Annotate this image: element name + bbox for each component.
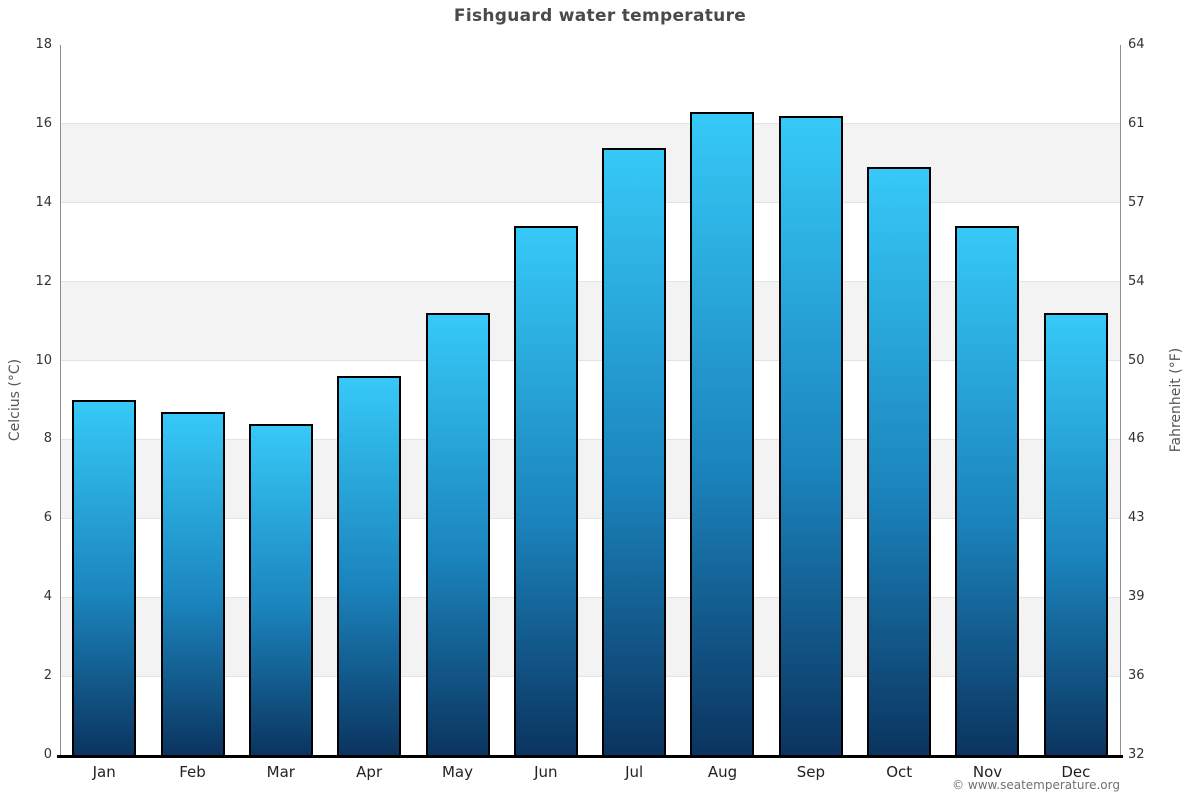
bar-nov xyxy=(955,226,1019,755)
plot-band-2-4 xyxy=(60,597,1120,677)
y-tick-right-57: 57 xyxy=(1128,194,1145,210)
y-tick-right-46: 46 xyxy=(1128,431,1145,447)
plot-band-16-18 xyxy=(60,45,1120,124)
y-tick-right-43: 43 xyxy=(1128,510,1145,526)
left-axis-line xyxy=(60,45,61,755)
y-tick-right-61: 61 xyxy=(1128,115,1145,131)
x-axis-baseline xyxy=(57,755,1123,758)
bar-oct xyxy=(867,167,931,755)
gridline-6c xyxy=(60,517,1120,519)
bar-jul xyxy=(602,148,666,755)
y-tick-left-18: 18 xyxy=(35,37,52,52)
y-tick-left-16: 16 xyxy=(35,115,52,131)
x-tick-aug: Aug xyxy=(707,763,738,781)
y-tick-right-64: 64 xyxy=(1128,37,1145,52)
y-tick-right-36: 36 xyxy=(1128,668,1145,684)
y-tick-left-12: 12 xyxy=(35,273,52,289)
bar-mar xyxy=(249,424,313,755)
gridline-16c xyxy=(60,123,1120,125)
bar-aug xyxy=(690,112,754,755)
x-tick-sep: Sep xyxy=(796,763,825,781)
plot-band-12-14 xyxy=(60,202,1120,282)
x-tick-jul: Jul xyxy=(625,763,644,781)
gridline-8c xyxy=(60,438,1120,440)
plot-band-14-16 xyxy=(60,123,1120,203)
x-tick-dec: Dec xyxy=(1061,763,1091,781)
y-tick-right-50: 50 xyxy=(1128,352,1145,368)
y-tick-left-6: 6 xyxy=(43,510,52,526)
copyright-credit: © www.seatemperature.org xyxy=(952,778,1120,792)
bar-may xyxy=(426,313,490,755)
chart-title: Fishguard water temperature xyxy=(453,6,747,26)
gridline-4c xyxy=(60,596,1120,598)
x-tick-oct: Oct xyxy=(886,763,913,781)
gridline-14c xyxy=(60,202,1120,204)
bar-dec xyxy=(1044,313,1108,755)
x-tick-apr: Apr xyxy=(356,763,383,781)
y-tick-left-4: 4 xyxy=(43,589,52,605)
x-tick-jan: Jan xyxy=(92,763,116,781)
x-tick-feb: Feb xyxy=(179,763,206,781)
y-tick-right-54: 54 xyxy=(1128,273,1145,289)
bar-apr xyxy=(337,376,401,755)
plot-band-0-2 xyxy=(60,676,1120,755)
plot-band-6-8 xyxy=(60,439,1120,519)
plot-area xyxy=(60,45,1120,755)
x-tick-nov: Nov xyxy=(972,763,1003,781)
gridline-10c xyxy=(60,360,1120,362)
x-tick-jun: Jun xyxy=(534,763,558,781)
bar-jun xyxy=(514,226,578,755)
bar-sep xyxy=(779,116,843,755)
y-tick-left-0: 0 xyxy=(43,747,52,762)
bar-jan xyxy=(72,400,136,755)
right-axis-line xyxy=(1120,45,1121,755)
y-tick-left-8: 8 xyxy=(43,431,52,447)
y-tick-left-10: 10 xyxy=(35,352,52,368)
plot-band-10-12 xyxy=(60,281,1120,361)
x-tick-mar: Mar xyxy=(266,763,295,781)
bar-feb xyxy=(161,412,225,755)
gridline-12c xyxy=(60,281,1120,283)
x-tick-may: May xyxy=(441,763,473,781)
plot-band-4-6 xyxy=(60,518,1120,598)
celsius-axis-title: Celcius (°C) xyxy=(7,358,23,442)
y-tick-left-2: 2 xyxy=(43,668,52,684)
y-tick-right-39: 39 xyxy=(1128,589,1145,605)
y-tick-left-14: 14 xyxy=(35,194,52,210)
gridline-2c xyxy=(60,675,1120,677)
plot-band-8-10 xyxy=(60,360,1120,440)
y-tick-right-32: 32 xyxy=(1128,747,1145,762)
fahrenheit-axis-title: Fahrenheit (°F) xyxy=(1168,347,1184,453)
